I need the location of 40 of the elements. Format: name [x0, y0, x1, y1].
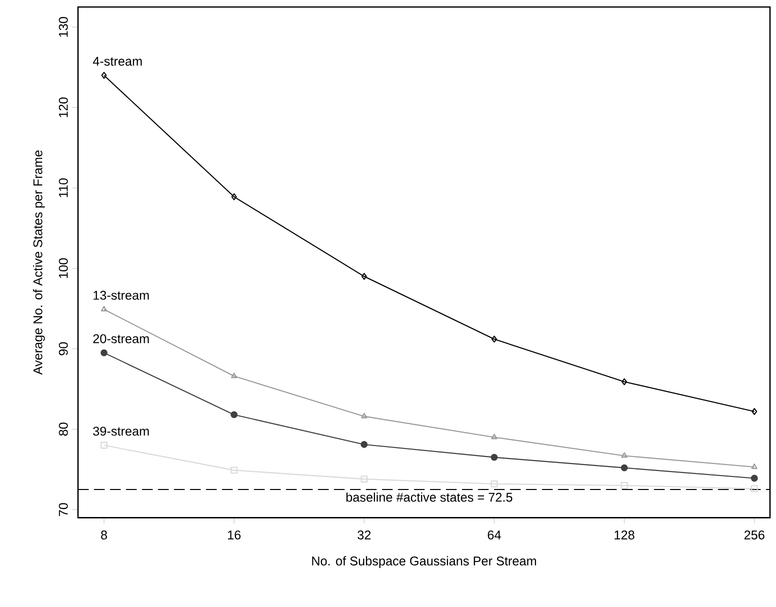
- point: [490, 454, 498, 461]
- y-tick-label: 80: [58, 422, 68, 436]
- point: [621, 452, 628, 458]
- series-label: 39-stream: [93, 426, 149, 436]
- point: [100, 349, 108, 356]
- point: [361, 272, 367, 280]
- y-tick-label: 110: [58, 178, 68, 198]
- x-axis-title: No. of Subspace Gaussians Per Stream: [312, 556, 536, 568]
- x-tick-label: 256: [744, 530, 764, 540]
- series-label: 4-stream: [92, 56, 142, 66]
- x-tick-label: 32: [358, 530, 371, 540]
- point: [492, 336, 497, 343]
- y-tick-label: 100: [58, 258, 68, 278]
- point: [750, 474, 758, 482]
- point: [622, 378, 628, 386]
- point: [231, 193, 237, 200]
- y-tick-label: 70: [58, 503, 68, 516]
- y-tick-label: 130: [58, 17, 68, 37]
- y-tick-label: 120: [58, 97, 68, 118]
- ref-line-label: baseline #active states = 72.5: [346, 492, 512, 502]
- point: [750, 485, 758, 492]
- point: [491, 434, 498, 440]
- y-tick-label: 90: [58, 342, 68, 356]
- point: [100, 442, 108, 449]
- x-tick-label: 64: [488, 530, 501, 540]
- point: [620, 464, 628, 472]
- y-axis-title: Average No. of Active States per Frame: [33, 150, 45, 375]
- x-tick-label: 8: [101, 530, 107, 540]
- point: [620, 482, 628, 489]
- point: [230, 411, 238, 418]
- point: [230, 466, 238, 474]
- series-label: 13-stream: [94, 290, 149, 300]
- series-label: 20-stream: [93, 334, 149, 344]
- point: [490, 480, 498, 488]
- point: [360, 441, 368, 448]
- x-tick-label: 128: [614, 530, 634, 540]
- point: [361, 412, 368, 418]
- x-tick-label: 16: [228, 530, 241, 540]
- point: [360, 476, 368, 483]
- point: [231, 372, 238, 378]
